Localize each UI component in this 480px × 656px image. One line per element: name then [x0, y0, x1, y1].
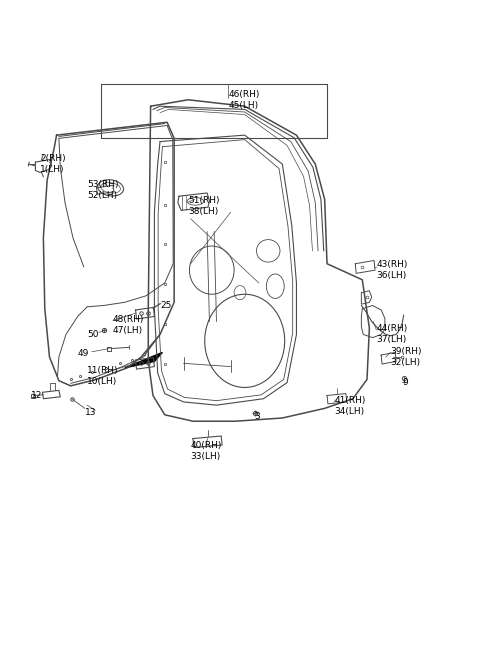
Text: 3: 3: [254, 412, 260, 421]
Text: 2(RH)
1(LH): 2(RH) 1(LH): [40, 154, 66, 174]
Text: 43(RH)
36(LH): 43(RH) 36(LH): [376, 260, 408, 280]
Text: 41(RH)
34(LH): 41(RH) 34(LH): [334, 396, 365, 417]
Text: 25: 25: [160, 301, 171, 310]
Text: 11(RH)
10(LH): 11(RH) 10(LH): [87, 366, 119, 386]
Text: 9: 9: [402, 378, 408, 387]
Text: 46(RH)
45(LH): 46(RH) 45(LH): [228, 90, 260, 110]
Text: 39(RH)
32(LH): 39(RH) 32(LH): [391, 347, 422, 367]
Text: 40(RH)
33(LH): 40(RH) 33(LH): [191, 441, 222, 461]
Text: 49: 49: [78, 349, 89, 358]
Text: 12: 12: [31, 391, 42, 400]
Text: 13: 13: [85, 409, 96, 417]
Text: 50: 50: [87, 330, 98, 339]
Text: 53(RH)
52(LH): 53(RH) 52(LH): [87, 180, 119, 200]
Polygon shape: [125, 352, 162, 368]
Text: 44(RH)
37(LH): 44(RH) 37(LH): [376, 324, 408, 344]
Text: 48(RH)
47(LH): 48(RH) 47(LH): [113, 315, 144, 335]
Text: 51(RH)
38(LH): 51(RH) 38(LH): [188, 195, 220, 216]
